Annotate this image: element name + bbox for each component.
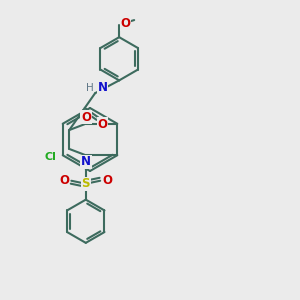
Text: O: O (98, 118, 108, 131)
Text: O: O (103, 174, 113, 187)
Text: S: S (82, 177, 90, 190)
Text: O: O (81, 111, 91, 124)
Text: N: N (81, 155, 91, 168)
Text: O: O (121, 17, 131, 31)
Text: N: N (98, 81, 107, 94)
Text: O: O (59, 174, 69, 187)
Text: Cl: Cl (44, 152, 56, 162)
Text: H: H (86, 83, 94, 93)
